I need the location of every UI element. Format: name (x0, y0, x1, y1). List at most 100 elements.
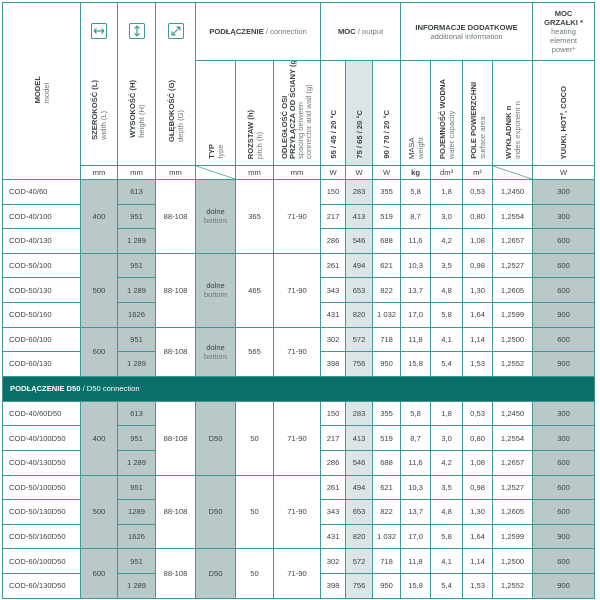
water-capacity-cell: 1,8 (430, 400, 464, 427)
label: water capacity (446, 110, 456, 159)
output-55-cell: 431 (320, 301, 347, 328)
water-capacity-cell: 4,1 (430, 326, 464, 353)
unit: W (532, 165, 596, 180)
pitch-cell: 50 (235, 400, 274, 476)
width-cell: 400 (80, 400, 118, 476)
output-90-cell: 688 (372, 228, 402, 254)
label: WYKŁADNIK n (503, 105, 513, 159)
output-90-cell: 621 (372, 252, 402, 279)
depth-cell: 88-108 (155, 474, 196, 550)
table-row: COD-50/160D50 1626 431 820 1 032 17,0 5,8 1,64 1… (2, 523, 596, 550)
surface-area-cell: 1,53 (462, 351, 494, 377)
height-cell: 1 289 (117, 277, 156, 303)
pitch-cell: 50 (235, 548, 274, 599)
mass-cell: 5,8 (400, 179, 432, 205)
label: MOC (337, 27, 356, 36)
header-spacing: ODLEGŁOŚĆ OSI PRZYŁĄCZA OD ŚCIANY (g) spac… (272, 60, 322, 166)
label: heating (551, 27, 576, 36)
type-pl: D50 (208, 507, 223, 517)
label: power* (551, 45, 576, 54)
header-additional: INFORMACJE DODATKOWE additional informati… (400, 2, 534, 61)
heater-power-cell: 900 (532, 523, 596, 550)
model-cell: COD-60/130 (2, 351, 81, 377)
exponent-cell: 1,2500 (492, 548, 534, 574)
height-cell: 1 289 (117, 228, 156, 254)
height-cell: 1 289 (117, 572, 156, 599)
header-exponent: WYKŁADNIK n index exponent n (492, 60, 534, 166)
section-title-bold: PODŁĄCZENIE D50 (10, 384, 81, 394)
model-cell: COD-40/130D50 (2, 449, 81, 476)
surface-area-cell: 1,53 (462, 572, 494, 599)
output-75-cell: 756 (345, 351, 374, 377)
header-heater-power: MOC GRZAŁKI * heating element power* (532, 2, 596, 61)
output-90-cell: 950 (372, 351, 402, 377)
unit: mm (80, 165, 118, 180)
output-55-cell: 286 (320, 228, 347, 254)
water-capacity-cell: 5,8 (430, 523, 464, 550)
exponent-cell: 1,2554 (492, 203, 534, 230)
model-cell: COD-50/130D50 (2, 499, 81, 525)
header-connection: PODŁĄCZENIE / connection (194, 2, 322, 61)
model-cell: COD-50/130 (2, 277, 81, 303)
unit: dm³ (430, 165, 464, 180)
output-55-cell: 343 (320, 277, 347, 303)
header-water: POJEMNOŚĆ WODNA water capacity (430, 60, 464, 166)
output-55-cell: 261 (320, 252, 347, 279)
unit-empty-diagonal (195, 165, 236, 180)
water-capacity-cell: 5,8 (430, 301, 464, 328)
table-row: COD-60/130 1 289 398 756 950 15,8 5,4 1,53 1,255… (2, 351, 596, 377)
output-55-cell: 302 (320, 548, 347, 574)
height-cell: 1 289 (117, 351, 156, 377)
label: GRZAŁKI * (544, 18, 583, 27)
label: surface area (477, 116, 487, 159)
label: PODŁĄCZENIE (209, 27, 264, 36)
output-55-cell: 302 (320, 326, 347, 353)
label: weight (415, 137, 425, 159)
heater-power-cell: 900 (532, 351, 596, 377)
height-cell: 1626 (117, 523, 156, 550)
label: type (215, 144, 225, 159)
section-band: PODŁĄCZENIE D50 / D50 connection (1, 375, 596, 402)
unit: kg (400, 165, 432, 180)
depth-cell: 88-108 (155, 548, 196, 599)
output-75-cell: 572 (345, 326, 374, 353)
spacing-cell: 71-90 (272, 548, 322, 599)
water-capacity-cell: 4,8 (430, 499, 464, 525)
output-75-cell: 820 (345, 523, 374, 550)
output-55-cell: 261 (320, 474, 347, 501)
surface-area-cell: 1,14 (462, 326, 494, 353)
label: MASA (406, 137, 416, 159)
spacing-cell: 71-90 (272, 326, 322, 377)
heater-power-cell: 600 (532, 499, 596, 525)
units-row: mm mm mm mm mm W W W kg dm³ m² W (3, 165, 596, 180)
label: height (H) (136, 104, 146, 138)
output-75-cell: 572 (345, 548, 374, 574)
mass-cell: 11,8 (400, 326, 432, 353)
spacing-cell: 71-90 (272, 400, 322, 476)
table-row: COD-60/100D50 600 951 88-108 D50 50 71-90 302 57… (2, 548, 596, 599)
header-p55: 55 / 45 / 20 °C (320, 60, 347, 166)
table-row: COD-50/100 500 951 88-108 dolne bottom 465 71-9… (2, 252, 596, 328)
height-cell: 951 (117, 326, 156, 353)
mass-cell: 5,8 (400, 400, 432, 427)
label: width (L) (99, 110, 108, 140)
water-capacity-cell: 3,5 (430, 252, 464, 279)
mass-cell: 10,3 (400, 474, 432, 501)
output-90-cell: 950 (372, 572, 402, 599)
type-pl: D50 (208, 568, 223, 578)
header-surface: POLE POWIERZCHNI surface area (462, 60, 494, 166)
width-cell: 400 (80, 179, 118, 254)
surface-area-cell: 1,30 (462, 277, 494, 303)
pitch-cell: 465 (235, 252, 274, 328)
heater-power-cell: 300 (532, 203, 596, 230)
depth-cell: 88-108 (155, 326, 196, 377)
surface-area-cell: 1,14 (462, 548, 494, 574)
label: 75 / 65 / 20 °C (354, 110, 364, 159)
exponent-cell: 1,2605 (492, 499, 534, 525)
heater-power-cell: 600 (532, 252, 596, 279)
output-90-cell: 822 (372, 277, 402, 303)
output-90-cell: 688 (372, 449, 402, 476)
output-75-cell: 546 (345, 449, 374, 476)
output-55-cell: 150 (320, 179, 347, 205)
